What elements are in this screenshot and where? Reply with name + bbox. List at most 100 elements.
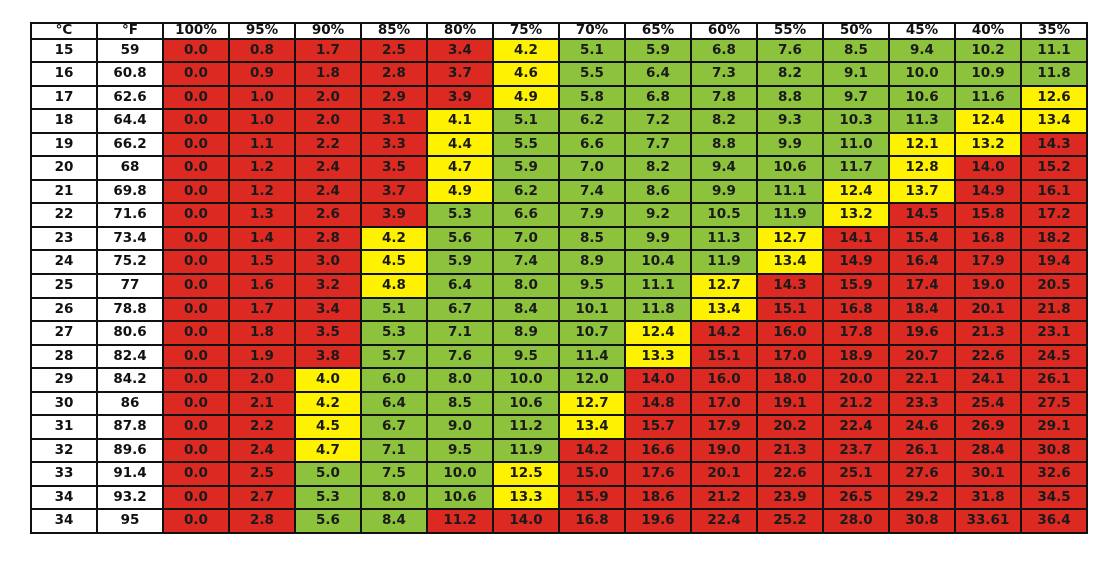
vpd-value-cell: 14.5 — [888, 202, 956, 228]
vpd-value-cell: 22.1 — [888, 367, 956, 393]
vpd-value-cell: 2.2 — [228, 414, 296, 440]
vpd-value-cell: 3.0 — [294, 249, 362, 275]
celsius-cell: 24 — [30, 249, 98, 275]
vpd-value-cell: 0.8 — [228, 37, 296, 64]
vpd-value-cell: 26.9 — [954, 414, 1022, 440]
vpd-value-cell: 5.9 — [492, 155, 560, 181]
vpd-value-cell: 0.0 — [162, 84, 230, 111]
vpd-value-cell: 1.0 — [228, 108, 296, 134]
fahrenheit-cell: 80.6 — [96, 320, 164, 346]
fahrenheit-cell: 60.8 — [96, 61, 164, 87]
vpd-value-cell: 9.9 — [690, 178, 758, 205]
vpd-value-cell: 2.9 — [360, 84, 428, 111]
vpd-value-cell: 4.8 — [360, 272, 428, 299]
vpd-value-cell: 14.3 — [1020, 131, 1088, 158]
vpd-value-cell: 13.3 — [624, 343, 692, 370]
vpd-value-cell: 23.9 — [756, 484, 824, 511]
vpd-value-cell: 1.9 — [228, 343, 296, 370]
vpd-value-cell: 33.61 — [954, 508, 1022, 534]
vpd-value-cell: 14.2 — [558, 437, 626, 464]
vpd-value-cell: 28.0 — [822, 508, 890, 534]
vpd-value-cell: 7.1 — [426, 320, 494, 346]
vpd-value-cell: 12.4 — [954, 108, 1022, 134]
vpd-value-cell: 2.4 — [294, 178, 362, 205]
vpd-value-cell: 14.2 — [690, 320, 758, 346]
vpd-value-cell: 0.0 — [162, 320, 230, 346]
vpd-value-cell: 2.4 — [228, 437, 296, 464]
vpd-value-cell: 12.4 — [822, 178, 890, 205]
vpd-value-cell: 12.0 — [558, 367, 626, 393]
vpd-value-cell: 17.0 — [690, 390, 758, 417]
vpd-value-cell: 7.4 — [492, 249, 560, 275]
vpd-value-cell: 11.6 — [954, 84, 1022, 111]
vpd-value-cell: 22.6 — [756, 461, 824, 487]
vpd-value-cell: 11.9 — [492, 437, 560, 464]
celsius-cell: 21 — [30, 178, 98, 205]
vpd-value-cell: 5.3 — [294, 484, 362, 511]
vpd-value-cell: 26.1 — [1020, 367, 1088, 393]
vpd-value-cell: 1.1 — [228, 131, 296, 158]
table-row: 25 77 0.0 1.6 3.2 4.8 6.4 8.0 9.5 11.1 12.7 14.3 15.… — [30, 272, 1088, 299]
vpd-value-cell: 11.1 — [756, 178, 824, 205]
vpd-value-cell: 18.2 — [1020, 225, 1088, 252]
vpd-value-cell: 11.9 — [690, 249, 758, 275]
vpd-value-cell: 24.1 — [954, 367, 1022, 393]
vpd-value-cell: 6.4 — [426, 272, 494, 299]
vpd-value-cell: 1.8 — [294, 61, 362, 87]
vpd-value-cell: 10.6 — [756, 155, 824, 181]
vpd-value-cell: 6.7 — [360, 414, 428, 440]
celsius-cell: 34 — [30, 484, 98, 511]
vpd-value-cell: 10.0 — [888, 61, 956, 87]
table-body: 15 59 0.0 0.8 1.7 2.5 3.4 4.2 5.1 5.9 6.8 7.6 8.5 9.4… — [30, 37, 1088, 534]
fahrenheit-cell: 62.6 — [96, 84, 164, 111]
vpd-value-cell: 7.7 — [624, 131, 692, 158]
vpd-value-cell: 10.9 — [954, 61, 1022, 87]
vpd-value-cell: 7.0 — [492, 225, 560, 252]
table-row: 22 71.6 0.0 1.3 2.6 3.9 5.3 6.6 7.9 9.2 10.5 11.9 13… — [30, 202, 1088, 228]
vpd-value-cell: 8.8 — [690, 131, 758, 158]
vpd-value-cell: 31.8 — [954, 484, 1022, 511]
vpd-value-cell: 9.1 — [822, 61, 890, 87]
vpd-value-cell: 13.4 — [1020, 108, 1088, 134]
vpd-value-cell: 27.6 — [888, 461, 956, 487]
vpd-value-cell: 29.2 — [888, 484, 956, 511]
header-humidity: 35% — [1020, 22, 1088, 40]
table-row: 34 93.2 0.0 2.7 5.3 8.0 10.6 13.3 15.9 18.6 21.2 23… — [30, 484, 1088, 511]
vpd-value-cell: 4.9 — [492, 84, 560, 111]
vpd-value-cell: 19.0 — [954, 272, 1022, 299]
vpd-value-cell: 15.0 — [558, 461, 626, 487]
vpd-value-cell: 10.1 — [558, 296, 626, 323]
vpd-value-cell: 8.2 — [690, 108, 758, 134]
vpd-value-cell: 0.0 — [162, 343, 230, 370]
vpd-value-cell: 16.4 — [888, 249, 956, 275]
celsius-cell: 22 — [30, 202, 98, 228]
vpd-value-cell: 3.3 — [360, 131, 428, 158]
vpd-value-cell: 0.0 — [162, 296, 230, 323]
vpd-value-cell: 11.4 — [558, 343, 626, 370]
vpd-value-cell: 2.8 — [228, 508, 296, 534]
vpd-value-cell: 0.0 — [162, 367, 230, 393]
celsius-cell: 18 — [30, 108, 98, 134]
vpd-value-cell: 1.0 — [228, 84, 296, 111]
vpd-value-cell: 3.9 — [360, 202, 428, 228]
vpd-value-cell: 5.0 — [294, 461, 362, 487]
vpd-value-cell: 15.2 — [1020, 155, 1088, 181]
vpd-value-cell: 25.2 — [756, 508, 824, 534]
vpd-value-cell: 21.3 — [756, 437, 824, 464]
vpd-value-cell: 4.0 — [294, 367, 362, 393]
vpd-value-cell: 16.8 — [822, 296, 890, 323]
table-row: 20 68 0.0 1.2 2.4 3.5 4.7 5.9 7.0 8.2 9.4 10.6 11.7 1… — [30, 155, 1088, 181]
vpd-value-cell: 19.0 — [690, 437, 758, 464]
celsius-cell: 33 — [30, 461, 98, 487]
header-humidity: 40% — [954, 22, 1022, 40]
vpd-value-cell: 7.9 — [558, 202, 626, 228]
vpd-value-cell: 4.2 — [492, 37, 560, 64]
vpd-value-cell: 9.5 — [426, 437, 494, 464]
vpd-value-cell: 11.7 — [822, 155, 890, 181]
vpd-value-cell: 5.8 — [558, 84, 626, 111]
vpd-value-cell: 8.0 — [360, 484, 428, 511]
vpd-value-cell: 12.4 — [624, 320, 692, 346]
fahrenheit-cell: 82.4 — [96, 343, 164, 370]
vpd-value-cell: 1.6 — [228, 272, 296, 299]
table-row: 31 87.8 0.0 2.2 4.5 6.7 9.0 11.2 13.4 15.7 17.9 20.… — [30, 414, 1088, 440]
